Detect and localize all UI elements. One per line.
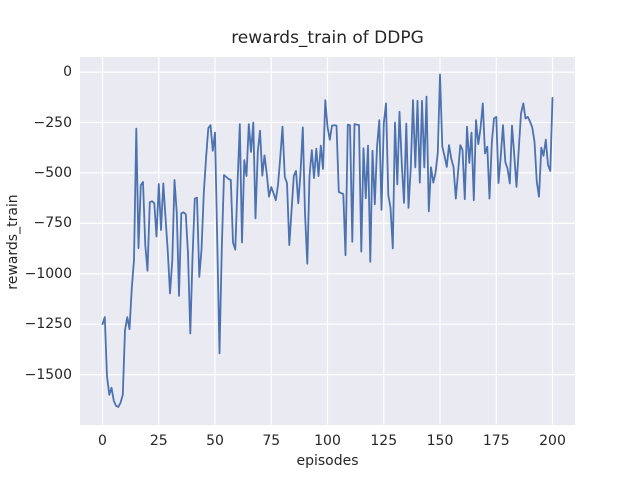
y-tick-label: 0 bbox=[63, 64, 72, 81]
x-tick-label: 200 bbox=[539, 433, 566, 449]
x-tick-label: 0 bbox=[98, 433, 107, 449]
x-axis-label: episodes bbox=[296, 453, 359, 469]
rewards-line bbox=[101, 73, 554, 408]
y-tick-label: −1500 bbox=[24, 366, 72, 383]
x-tick-label: 100 bbox=[314, 433, 341, 449]
x-tick-label: 150 bbox=[426, 433, 454, 449]
x-tick-label: 25 bbox=[149, 433, 168, 449]
line-chart bbox=[80, 57, 575, 425]
x-tick-label: 175 bbox=[482, 433, 510, 449]
x-tick-label: 125 bbox=[370, 433, 398, 449]
chart-title: rewards_train of DDPG bbox=[231, 28, 424, 48]
plot-area bbox=[80, 57, 575, 425]
y-tick-label: −750 bbox=[33, 215, 72, 232]
y-tick-label: −250 bbox=[33, 114, 72, 131]
x-tick-label: 75 bbox=[262, 433, 281, 449]
x-tick-label: 50 bbox=[206, 433, 224, 449]
y-tick-label: −1000 bbox=[24, 265, 72, 282]
y-tick-label: −1250 bbox=[24, 316, 72, 333]
y-tick-label: −500 bbox=[33, 164, 72, 181]
y-axis-label: rewards_train bbox=[5, 194, 21, 290]
